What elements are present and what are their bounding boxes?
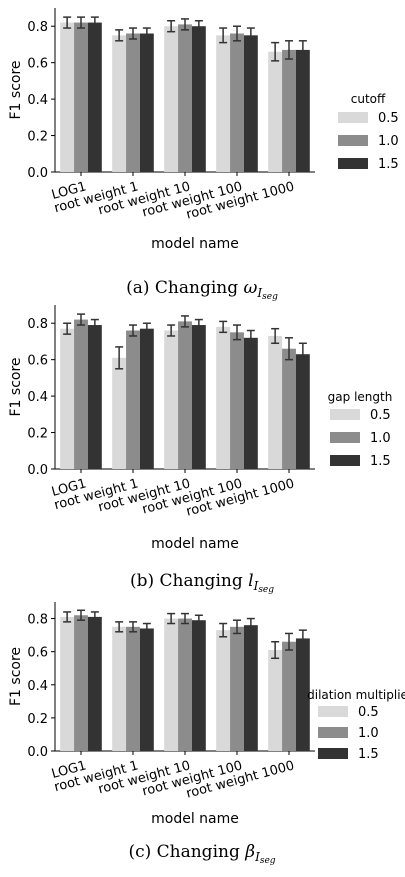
- y-tick-label: 0.4: [27, 679, 48, 694]
- bar: [178, 321, 192, 469]
- y-tick-label: 0.8: [27, 317, 48, 332]
- legend-swatch: [318, 706, 348, 717]
- bar: [74, 615, 88, 751]
- y-axis-label: F1 score: [8, 60, 24, 119]
- bar: [126, 33, 140, 173]
- legend-swatch: [338, 158, 368, 169]
- bar: [139, 628, 154, 751]
- bar: [112, 35, 127, 173]
- y-tick-label: 0.8: [27, 613, 48, 628]
- bar: [87, 325, 102, 469]
- bar: [268, 650, 283, 751]
- bar: [60, 616, 75, 751]
- x-axis-label: model name: [151, 811, 239, 827]
- y-tick-label: 0.4: [27, 390, 48, 405]
- bar: [191, 620, 206, 751]
- x-axis-label: model name: [151, 236, 239, 252]
- y-tick-label: 0.6: [27, 354, 48, 369]
- legend-swatch: [338, 112, 368, 123]
- bar: [126, 626, 140, 751]
- y-axis-label: F1 score: [8, 357, 24, 416]
- y-tick-label: 0.8: [27, 20, 48, 35]
- legend-title: gap length: [328, 390, 393, 404]
- bar: [178, 24, 192, 173]
- y-tick-label: 0.0: [27, 745, 48, 760]
- y-tick-label: 0.0: [27, 463, 48, 478]
- caption: (a) Changing ωIseg: [126, 278, 278, 302]
- bar: [87, 616, 102, 751]
- caption: (b) Changing lIseg: [130, 571, 274, 595]
- bar: [74, 319, 88, 469]
- legend-label: 1.0: [370, 431, 391, 446]
- legend-label: 0.5: [358, 705, 379, 720]
- y-tick-label: 0.6: [27, 57, 48, 72]
- legend-swatch: [330, 432, 360, 443]
- legend-swatch: [338, 135, 368, 146]
- bar: [282, 641, 296, 751]
- bar: [230, 626, 244, 751]
- bar: [87, 22, 102, 173]
- bar: [139, 328, 154, 469]
- bar: [112, 357, 127, 469]
- bar: [216, 35, 231, 173]
- legend-title: cutoff: [351, 92, 386, 106]
- bar: [178, 618, 192, 751]
- caption: (c) Changing βIseg: [128, 842, 275, 866]
- y-tick-label: 0.0: [27, 166, 48, 181]
- bar: [268, 335, 283, 469]
- bar: [243, 337, 258, 469]
- bar: [216, 630, 231, 751]
- bar: [139, 33, 154, 173]
- bar: [216, 326, 231, 469]
- bar: [243, 35, 258, 173]
- legend-label: 1.5: [370, 454, 391, 469]
- bar: [230, 332, 244, 469]
- y-tick-label: 0.2: [27, 712, 48, 727]
- bar: [191, 26, 206, 172]
- bar: [282, 348, 296, 469]
- bar: [282, 49, 296, 172]
- legend-swatch: [318, 748, 348, 759]
- bar: [60, 328, 75, 469]
- bar: [243, 625, 258, 751]
- bar: [191, 325, 206, 469]
- bar: [295, 49, 310, 172]
- legend-label: 1.5: [358, 747, 379, 762]
- legend-label: 1.0: [378, 134, 399, 149]
- bar: [268, 51, 283, 172]
- legend-swatch: [330, 409, 360, 420]
- bar: [230, 33, 244, 173]
- bar: [295, 354, 310, 469]
- legend-title: dilation multiplier: [307, 688, 405, 702]
- bar: [60, 22, 75, 173]
- y-axis-label: F1 score: [8, 647, 24, 706]
- legend-swatch: [318, 727, 348, 738]
- legend-label: 1.0: [358, 726, 379, 741]
- legend-label: 1.5: [378, 157, 399, 172]
- y-tick-label: 0.4: [27, 93, 48, 108]
- bar: [295, 638, 310, 751]
- y-tick-label: 0.6: [27, 646, 48, 661]
- bar: [164, 26, 179, 172]
- y-tick-label: 0.2: [27, 427, 48, 442]
- bar: [112, 626, 127, 751]
- bar: [164, 330, 179, 469]
- legend-label: 0.5: [370, 408, 391, 423]
- legend-swatch: [330, 455, 360, 466]
- x-axis-label: model name: [151, 536, 239, 552]
- bar: [126, 330, 140, 469]
- bar: [164, 618, 179, 751]
- y-tick-label: 0.2: [27, 130, 48, 145]
- legend-label: 0.5: [378, 111, 399, 126]
- bar: [74, 22, 88, 173]
